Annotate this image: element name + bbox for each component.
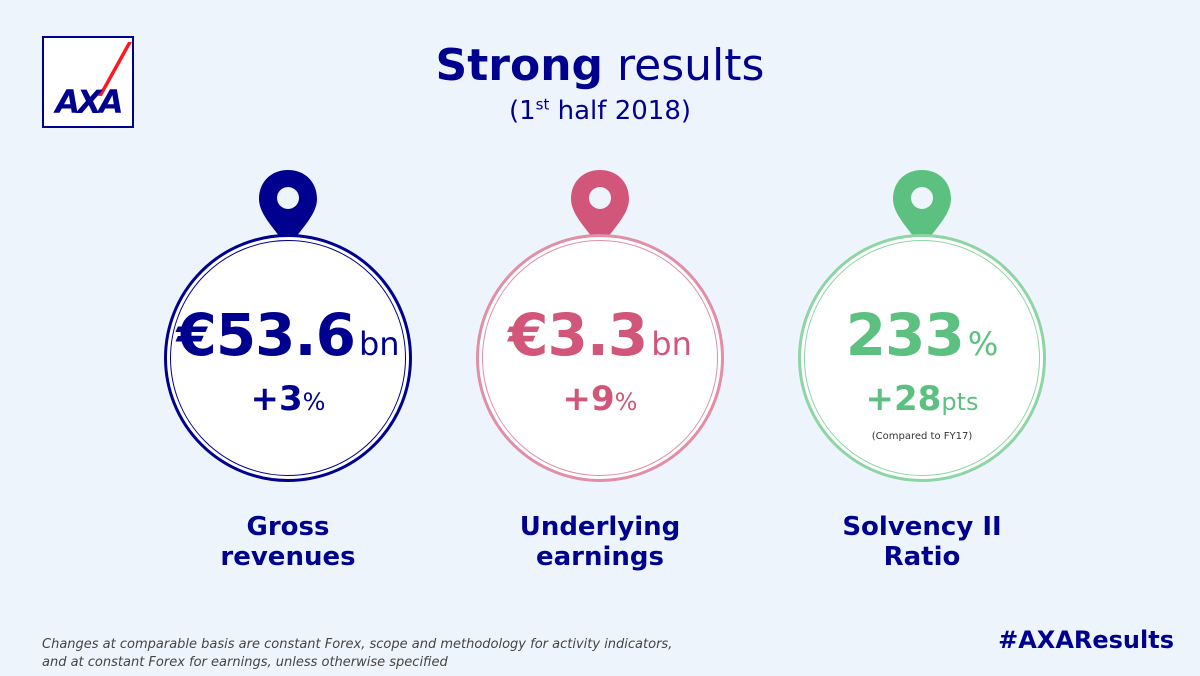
metric-solvency-ratio: 233% +28pts (Compared to FY17) Solvency … [798,168,1046,588]
metric-label: Solvency II Ratio [842,512,1002,572]
metric-note: (Compared to FY17) [871,431,973,442]
subtitle-pre: (1 [508,96,536,126]
metric-label: Gross revenues [220,512,356,572]
metric-circle: 233% +28pts (Compared to FY17) [798,234,1046,482]
metric-change: +9% [562,379,638,419]
metric-value: €53.6 bn [176,301,400,369]
hashtag: #AXAResults [998,626,1174,654]
metric-label: Underlying earnings [519,512,681,572]
page-title: Strong results [0,38,1200,94]
logo-slash-graphic [98,42,132,96]
title-rest: results [617,40,765,91]
metric-circle: €3.3 bn +9% [476,234,724,482]
metric-change: +28pts [865,379,979,419]
metric-circle: €53.6 bn +3% [164,234,412,482]
subtitle-post: half 2018) [549,96,692,126]
metric-value: 233% [845,301,999,369]
subtitle-sup: st [535,95,550,114]
logo-text: AXA [55,83,123,121]
location-pin-icon [571,170,629,248]
location-pin-icon [259,170,317,248]
page-subtitle: (1st half 2018) [0,94,1200,128]
metric-gross-revenues: €53.6 bn +3% Gross revenues [164,168,412,588]
location-pin-icon [893,170,951,248]
metric-value: €3.3 bn [508,301,692,369]
axa-logo: AXA [42,36,134,128]
metric-underlying-earnings: €3.3 bn +9% Underlying earnings [476,168,724,588]
metric-change: +3% [250,379,326,419]
title-strong: Strong [435,40,604,91]
footnote: Changes at comparable basis are constant… [42,637,673,670]
